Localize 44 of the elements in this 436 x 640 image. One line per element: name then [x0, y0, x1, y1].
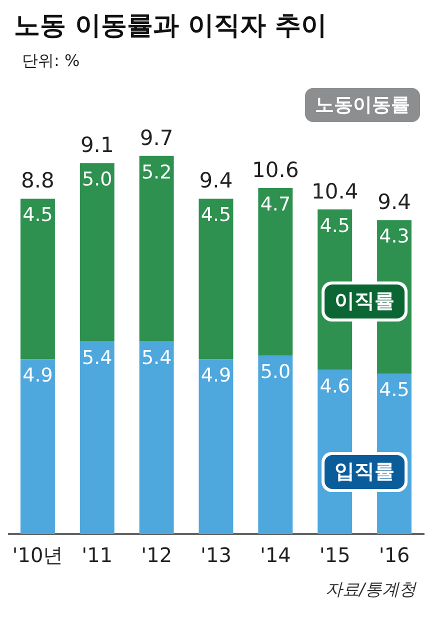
data-label: 5.4: [82, 346, 112, 369]
x-tick-label: '15: [319, 543, 350, 568]
data-label: 5.4: [141, 346, 172, 369]
annotation: 8.8: [21, 168, 54, 193]
annotation: 10.4: [311, 179, 358, 204]
data-label: 4.6: [320, 375, 350, 398]
chart-subtitle: 단위: %: [22, 51, 81, 72]
data-label: 4.5: [200, 204, 232, 226]
bar: [198, 198, 234, 360]
x-tick-label: '13: [200, 543, 232, 568]
data-label: 4.5: [320, 214, 350, 237]
legend-title: 노동이동률: [305, 88, 420, 122]
annotation: 9.4: [199, 168, 233, 193]
text: 자료/통계청: [324, 579, 416, 601]
data-label: 5.0: [82, 168, 112, 191]
bar: [139, 341, 174, 534]
x-tick-label: '10년: [12, 543, 64, 568]
bar: [80, 341, 114, 534]
series-label: 이직률: [334, 288, 395, 313]
series-label: 입직률: [334, 459, 395, 484]
data-label: 4.3: [379, 226, 410, 248]
x-tick-label: '12: [141, 543, 172, 568]
x-tick-label: '11: [82, 543, 113, 568]
annotation: 10.6: [252, 158, 299, 182]
chart-title: 노동 이동률과 이직자 추이: [14, 10, 328, 43]
text: 9.7: [140, 126, 174, 150]
data-label: 5.2: [141, 161, 172, 184]
data-label: 4.9: [200, 364, 232, 387]
bar: [139, 156, 174, 342]
bar: [20, 359, 55, 534]
x-tick-label: '14: [260, 543, 291, 568]
annotation: 9.4: [378, 190, 411, 214]
bar: [20, 198, 55, 360]
data-label: 5.0: [260, 361, 291, 384]
x-tick-label: '16: [378, 543, 410, 568]
data-label: 4.5: [22, 204, 53, 226]
data-label: 4.7: [260, 193, 291, 216]
bar: [258, 356, 293, 534]
data-label: 4.9: [22, 364, 53, 387]
bar: [80, 163, 114, 342]
data-label: 4.5: [379, 378, 410, 401]
bar: [198, 359, 234, 534]
bar: [258, 188, 293, 356]
annotation: 9.1: [80, 133, 114, 158]
